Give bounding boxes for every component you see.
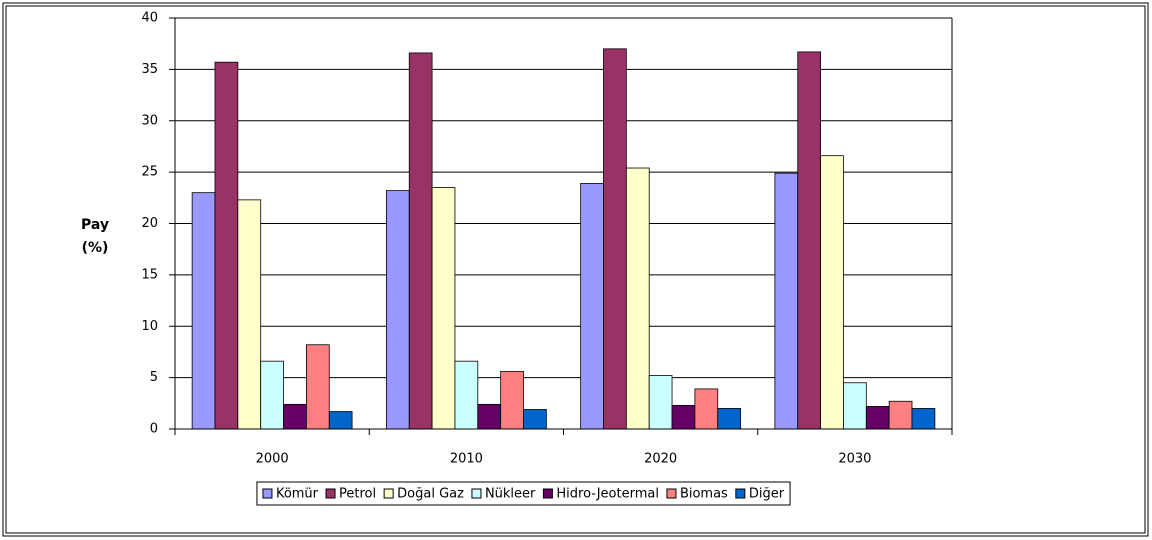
legend-swatch — [471, 488, 482, 499]
bar — [580, 183, 604, 430]
legend-label: Nükleer — [485, 487, 536, 502]
bar — [648, 375, 673, 430]
legend-label: Biomas — [680, 487, 728, 502]
bar — [523, 409, 547, 430]
x-tick-label: 2030 — [838, 452, 871, 467]
y-axis-label: (%) — [82, 240, 109, 256]
bar — [306, 344, 330, 430]
legend-label: Doğal Gaz — [397, 487, 464, 502]
legend-swatch — [542, 488, 553, 499]
x-tick-label: 2010 — [450, 452, 483, 467]
y-tick-label: 0 — [150, 422, 158, 437]
y-tick-label: 20 — [141, 216, 158, 231]
bar — [454, 360, 479, 430]
y-tick-label: 30 — [141, 113, 158, 128]
legend-swatch — [666, 488, 677, 499]
bar — [603, 48, 627, 430]
x-tick-label: 2000 — [256, 452, 289, 467]
y-axis-label: Pay — [81, 217, 109, 233]
bar — [477, 403, 502, 430]
bar — [797, 51, 821, 430]
y-tick-label: 25 — [141, 165, 158, 180]
legend-swatch — [383, 488, 394, 499]
y-tick-label: 15 — [141, 267, 158, 282]
legend-label: Diğer — [749, 487, 785, 502]
bar — [888, 400, 913, 430]
bar — [774, 172, 799, 430]
y-tick-label: 35 — [141, 62, 158, 77]
bar — [431, 187, 456, 430]
bar — [237, 199, 262, 430]
legend-swatch — [325, 488, 336, 499]
legend-label: Hidro-Jeotermal — [556, 487, 659, 502]
x-tick-label: 2020 — [644, 452, 677, 467]
legend-box — [256, 481, 791, 506]
bar — [717, 408, 742, 430]
bar — [843, 382, 867, 430]
bar — [408, 52, 433, 430]
bar — [694, 388, 719, 430]
y-tick-label: 10 — [141, 319, 158, 334]
legend-label: Petrol — [339, 487, 376, 502]
bar — [820, 155, 844, 430]
legend-swatch — [735, 488, 746, 499]
bar — [260, 360, 284, 430]
bar — [671, 404, 696, 430]
bar — [911, 408, 936, 430]
y-tick-label: 5 — [150, 370, 158, 385]
bar — [214, 61, 239, 430]
y-tick-label: 40 — [141, 11, 158, 26]
legend-swatch — [262, 488, 273, 499]
bar — [385, 190, 410, 430]
frame-inner — [5, 5, 1146, 534]
bar — [191, 192, 216, 430]
bar — [625, 167, 650, 430]
bar — [500, 371, 524, 430]
legend-label: Kömür — [276, 487, 319, 502]
bar — [283, 403, 307, 430]
bar — [865, 405, 890, 430]
bar — [328, 411, 353, 430]
